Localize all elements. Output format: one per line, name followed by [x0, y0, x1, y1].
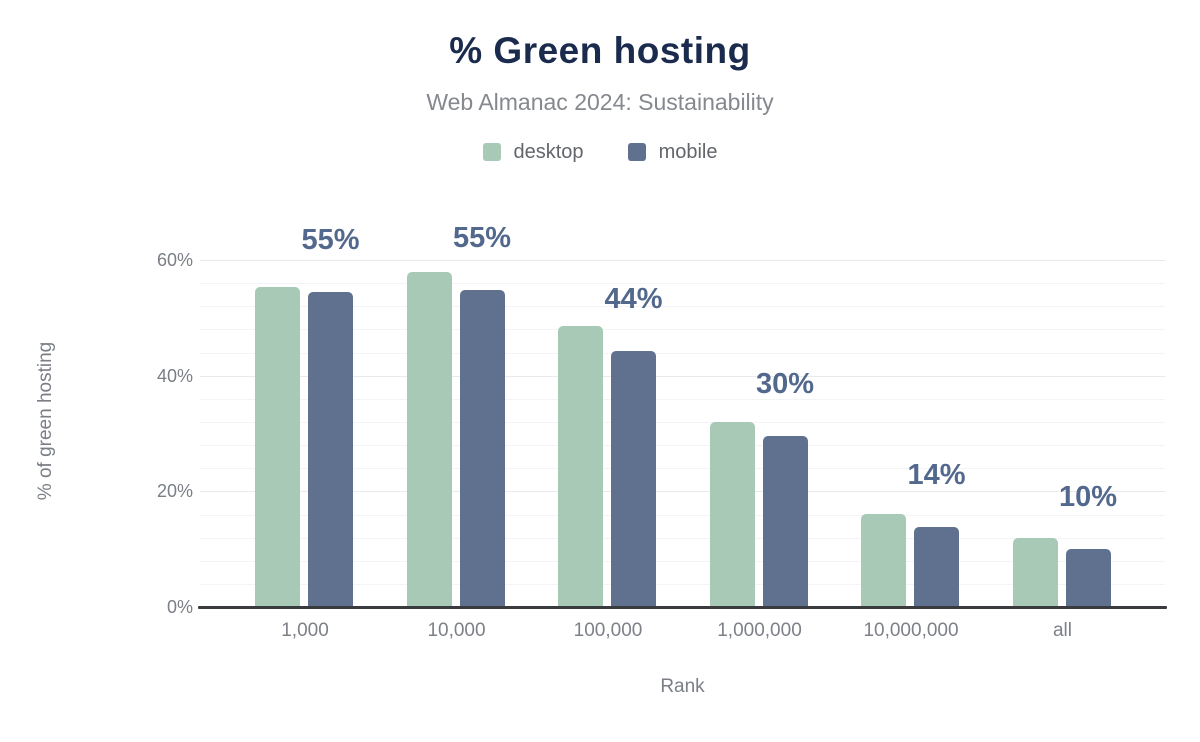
bar-desktop-10,000 — [406, 271, 452, 607]
bar-value-label-100,000: 44% — [604, 283, 663, 316]
legend-label: mobile — [658, 140, 718, 163]
legend: desktop mobile — [0, 140, 1200, 164]
bar-mobile-1,000 — [308, 291, 353, 607]
bar-value-label-all: 10% — [1058, 481, 1118, 514]
gridline-minor-32 — [200, 421, 1165, 423]
bar-desktop-1,000 — [255, 286, 300, 607]
gridline-major-60 — [200, 260, 1165, 261]
y-tick-label: 40% — [156, 365, 193, 386]
bar-mobile-all — [1065, 549, 1111, 607]
gridline-minor-28 — [200, 445, 1165, 447]
gridline-minor-56 — [200, 283, 1165, 285]
legend-item-desktop: desktop — [482, 140, 584, 164]
bar-mobile-10,000,000 — [914, 527, 959, 607]
legend-item-mobile: mobile — [627, 140, 718, 164]
bar-value-label-1,000: 55% — [301, 223, 360, 256]
gridline-minor-52 — [200, 306, 1165, 308]
x-tick-label-1,000,000: 1,000,000 — [717, 620, 802, 641]
bar-mobile-100,000 — [611, 351, 656, 607]
x-tick-label-10,000: 10,000 — [427, 620, 486, 641]
gridline-minor-24 — [200, 468, 1165, 470]
gridline-minor-36 — [200, 398, 1165, 400]
bar-desktop-100,000 — [558, 325, 603, 607]
desktop-series-swatch — [482, 143, 501, 161]
gridline-major-40 — [200, 375, 1165, 377]
bar-mobile-10,000 — [459, 290, 505, 607]
gridline-minor-12 — [200, 537, 1165, 539]
chart-subtitle: Web Almanac 2024: Sustainability — [426, 89, 774, 115]
bar-value-label-10,000: 55% — [452, 222, 512, 255]
x-axis-title: Rank — [660, 676, 705, 697]
gridline-minor-48 — [200, 329, 1165, 331]
gridline-minor-4 — [200, 583, 1165, 585]
gridline-minor-16 — [200, 514, 1165, 516]
y-tick-label: 60% — [156, 250, 193, 271]
gridline-minor-44 — [200, 352, 1165, 354]
bar-desktop-1,000,000 — [709, 421, 755, 607]
x-tick-label-100,000: 100,000 — [573, 620, 643, 641]
x-axis-line — [198, 606, 1167, 609]
x-tick-label-all: all — [1052, 620, 1072, 641]
x-tick-label-1,000: 1,000 — [281, 620, 329, 641]
bar-desktop-all — [1012, 537, 1058, 607]
gridline-major-20 — [200, 491, 1165, 493]
bar-mobile-1,000,000 — [762, 436, 808, 607]
gridline-minor-8 — [200, 560, 1165, 562]
chart-title: % Green hosting — [449, 30, 751, 71]
legend-label: desktop — [513, 140, 584, 163]
y-axis-title: % of green hosting — [35, 341, 56, 501]
y-tick-label: 0% — [166, 597, 193, 617]
bar-value-label-10,000,000: 14% — [907, 459, 966, 492]
bar-desktop-10,000,000 — [861, 513, 906, 607]
bar-value-label-1,000,000: 30% — [755, 368, 815, 401]
y-tick-label: 20% — [156, 481, 193, 502]
mobile-series-swatch — [627, 143, 646, 161]
x-tick-label-10,000,000: 10,000,000 — [863, 620, 959, 641]
